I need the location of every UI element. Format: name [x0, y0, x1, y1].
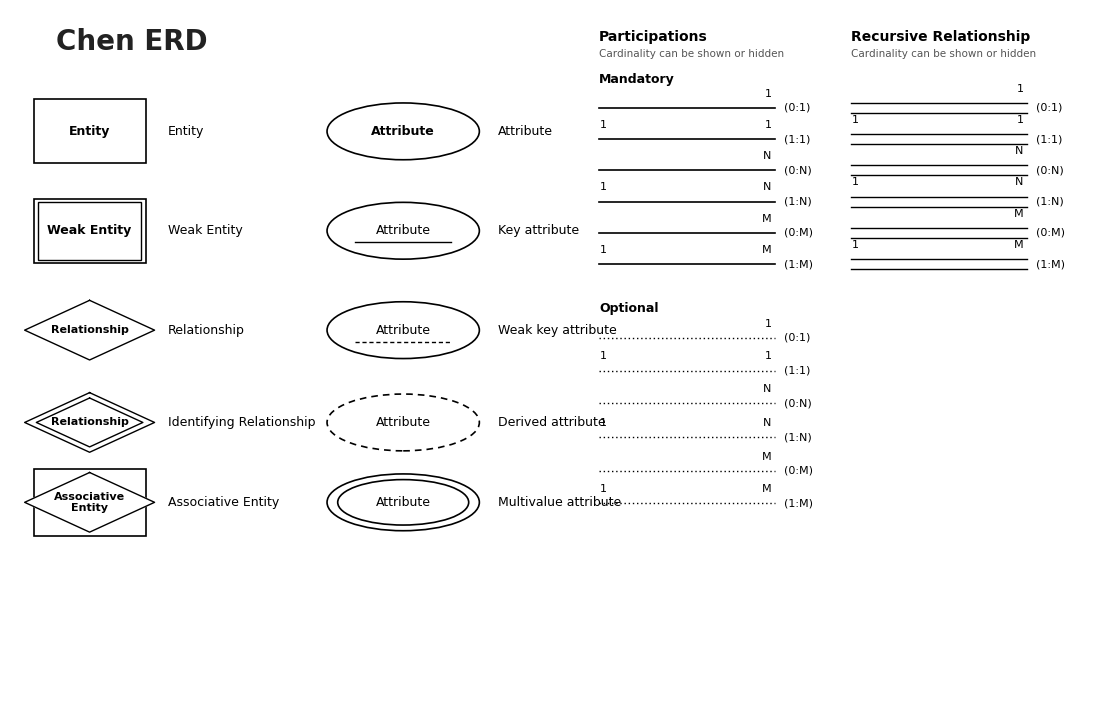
- Ellipse shape: [327, 474, 479, 531]
- Text: M: M: [762, 245, 772, 255]
- Text: Cardinality can be shown or hidden: Cardinality can be shown or hidden: [599, 49, 784, 59]
- FancyBboxPatch shape: [34, 469, 146, 536]
- Text: 1: 1: [600, 245, 607, 255]
- Text: (1:1): (1:1): [784, 134, 811, 144]
- Ellipse shape: [327, 302, 479, 359]
- Text: (1:M): (1:M): [1036, 259, 1065, 269]
- Text: Weak Entity: Weak Entity: [168, 224, 243, 237]
- Text: (1:N): (1:N): [784, 197, 812, 207]
- FancyBboxPatch shape: [34, 199, 146, 263]
- Text: 1: 1: [765, 89, 772, 99]
- Text: 1: 1: [852, 240, 859, 250]
- Polygon shape: [25, 393, 155, 452]
- Text: N: N: [1016, 146, 1024, 156]
- Text: (0:1): (0:1): [784, 103, 811, 113]
- Text: (1:M): (1:M): [784, 498, 813, 508]
- Text: 1: 1: [765, 351, 772, 361]
- Polygon shape: [25, 473, 155, 532]
- FancyBboxPatch shape: [38, 202, 141, 260]
- Text: Attribute: Attribute: [372, 125, 435, 138]
- Text: 1: 1: [1017, 115, 1024, 125]
- Text: Attribute: Attribute: [375, 496, 431, 509]
- Text: N: N: [764, 384, 772, 394]
- Text: Associative Entity: Associative Entity: [168, 496, 279, 509]
- Text: Participations: Participations: [599, 30, 708, 44]
- Polygon shape: [25, 300, 155, 360]
- Text: Optional: Optional: [599, 302, 659, 315]
- Ellipse shape: [327, 394, 479, 451]
- Text: Key attribute: Key attribute: [498, 224, 579, 237]
- Text: (0:N): (0:N): [784, 398, 812, 408]
- Text: Relationship: Relationship: [50, 325, 129, 335]
- Text: 1: 1: [1017, 84, 1024, 94]
- Text: 1: 1: [600, 182, 607, 192]
- Text: (1:1): (1:1): [1036, 134, 1063, 144]
- Text: Derived attribute: Derived attribute: [498, 416, 606, 429]
- Text: M: M: [1014, 240, 1024, 250]
- Text: Weak key attribute: Weak key attribute: [498, 324, 617, 337]
- Text: (1:1): (1:1): [784, 366, 811, 376]
- Text: N: N: [764, 151, 772, 161]
- Text: Chen ERD: Chen ERD: [56, 28, 207, 56]
- Text: 1: 1: [600, 351, 607, 361]
- Text: 1: 1: [852, 115, 859, 125]
- Text: N: N: [764, 418, 772, 428]
- Text: M: M: [1014, 209, 1024, 219]
- Text: (0:M): (0:M): [784, 228, 813, 238]
- Text: (0:M): (0:M): [1036, 228, 1065, 238]
- Text: 1: 1: [765, 120, 772, 130]
- Text: N: N: [1016, 178, 1024, 187]
- Text: M: M: [762, 452, 772, 462]
- Text: 1: 1: [765, 319, 772, 329]
- Text: 1: 1: [600, 120, 607, 130]
- Text: Attribute: Attribute: [498, 125, 553, 138]
- Text: Identifying Relationship: Identifying Relationship: [168, 416, 316, 429]
- Text: (1:N): (1:N): [1036, 197, 1064, 207]
- Ellipse shape: [338, 480, 468, 525]
- Text: Mandatory: Mandatory: [599, 73, 675, 86]
- Text: Relationship: Relationship: [168, 324, 245, 337]
- Text: (1:M): (1:M): [784, 259, 813, 269]
- Ellipse shape: [327, 202, 479, 259]
- Text: M: M: [762, 214, 772, 224]
- Text: Attribute: Attribute: [375, 224, 431, 237]
- Text: M: M: [762, 484, 772, 494]
- Text: 1: 1: [852, 178, 859, 187]
- Text: (0:1): (0:1): [784, 333, 811, 343]
- Text: (0:N): (0:N): [784, 165, 812, 175]
- Text: Recursive Relationship: Recursive Relationship: [851, 30, 1030, 44]
- Text: (0:N): (0:N): [1036, 165, 1064, 175]
- FancyBboxPatch shape: [34, 99, 146, 163]
- Ellipse shape: [327, 103, 479, 160]
- Text: (1:N): (1:N): [784, 432, 812, 442]
- Text: 1: 1: [600, 418, 607, 428]
- Text: (0:1): (0:1): [1036, 103, 1063, 113]
- Text: (0:M): (0:M): [784, 466, 813, 476]
- Text: 1: 1: [600, 484, 607, 494]
- Text: Attribute: Attribute: [375, 324, 431, 337]
- Text: N: N: [764, 182, 772, 192]
- Text: Attribute: Attribute: [375, 416, 431, 429]
- Text: Entity: Entity: [168, 125, 204, 138]
- Text: Multivalue attribute: Multivalue attribute: [498, 496, 622, 509]
- Text: Weak Entity: Weak Entity: [47, 224, 132, 237]
- Text: Relationship: Relationship: [50, 417, 129, 427]
- Text: Entity: Entity: [69, 125, 110, 138]
- Text: Cardinality can be shown or hidden: Cardinality can be shown or hidden: [851, 49, 1036, 59]
- Text: Associative
Entity: Associative Entity: [54, 491, 125, 513]
